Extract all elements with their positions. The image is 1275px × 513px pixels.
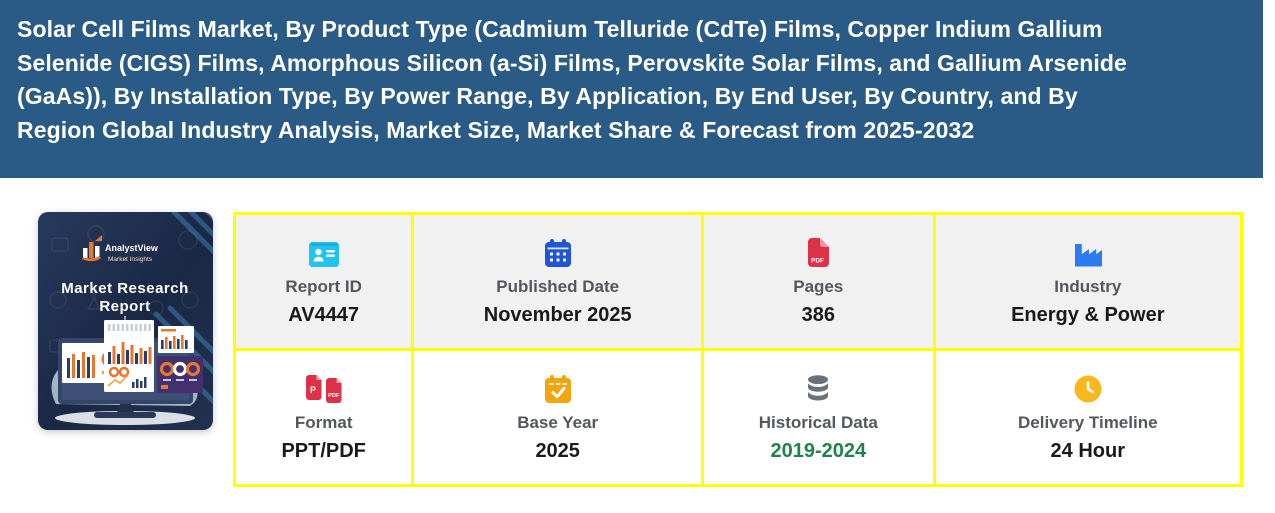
title-line-2: Selenide (CIGS) Films, Amorphous Silicon… xyxy=(17,49,1127,76)
report-info-grid: Report ID AV4447 Published Date November… xyxy=(233,212,1243,487)
center-chart-document xyxy=(104,320,154,392)
info-value: 24 Hour xyxy=(1050,439,1126,462)
title-line-1: Solar Cell Films Market, By Product Type… xyxy=(17,16,1103,42)
info-cell-industry: Industry Energy & Power xyxy=(935,215,1240,348)
title-line-3: (GaAs)), By Installation Type, By Power … xyxy=(17,83,1078,109)
info-value: 2025 xyxy=(535,439,580,462)
info-value: November 2025 xyxy=(483,303,632,326)
pdf-file-icon: PDF xyxy=(807,237,830,267)
calendar-check-icon xyxy=(544,373,571,403)
info-label: Industry xyxy=(1054,276,1122,296)
info-label: Published Date xyxy=(496,276,620,296)
info-label: Base Year xyxy=(517,412,599,432)
info-label: Report ID xyxy=(285,276,362,296)
cover-title-line1: Market Research xyxy=(61,280,189,297)
database-icon xyxy=(806,373,830,403)
cover-title-line2: Report xyxy=(99,298,150,315)
info-cell-format: P PDF Format PPT/PDF xyxy=(236,351,412,484)
cover-brand-tagline: Market Insights xyxy=(108,256,153,263)
report-cover-illustration: AnalystView Market Insights Market Resea… xyxy=(38,212,213,430)
info-value: 2019-2024 xyxy=(770,439,867,462)
svg-text:PDF: PDF xyxy=(811,257,824,264)
ppt-pdf-files-icon: P PDF xyxy=(305,373,342,403)
monitor-base xyxy=(94,412,156,418)
cover-brand-name: AnalystView xyxy=(105,243,159,253)
report-summary-section: AnalystView Market Insights Market Resea… xyxy=(38,212,1275,487)
info-cell-pages: PDF Pages 386 xyxy=(704,215,933,348)
right-top-chart-panel xyxy=(158,326,194,353)
title-line-4: Region Global Industry Analysis, Market … xyxy=(17,116,975,143)
right-bottom-chart-panel xyxy=(157,356,203,393)
info-label: Historical Data xyxy=(758,412,878,432)
info-cell-report-id: Report ID AV4447 xyxy=(236,215,412,348)
info-value: AV4447 xyxy=(288,303,360,326)
info-cell-published-date: Published Date November 2025 xyxy=(414,215,702,348)
clock-icon xyxy=(1074,373,1102,403)
id-card-icon xyxy=(308,237,339,267)
page-title: Solar Cell Films Market, By Product Type… xyxy=(17,13,1243,147)
info-label: Delivery Timeline xyxy=(1018,412,1158,432)
info-cell-base-year: Base Year 2025 xyxy=(414,351,702,484)
analystview-logo: AnalystView Market Insights xyxy=(82,235,159,263)
logo-arrow xyxy=(95,235,102,241)
chart-panels xyxy=(62,320,203,393)
ppt-file-icon: P xyxy=(305,374,322,400)
svg-text:P: P xyxy=(310,385,316,395)
info-cell-historical-data: Historical Data 2019-2024 xyxy=(704,351,933,484)
info-value: Energy & Power xyxy=(1011,303,1165,326)
info-value: 386 xyxy=(801,303,835,326)
report-cover-image: AnalystView Market Insights Market Resea… xyxy=(38,212,213,430)
info-label: Format xyxy=(294,412,353,432)
calendar-icon xyxy=(544,237,571,267)
info-cell-delivery-timeline: Delivery Timeline 24 Hour xyxy=(935,351,1240,484)
info-value: PPT/PDF xyxy=(281,439,366,462)
factory-icon xyxy=(1073,237,1103,267)
report-title-banner: Solar Cell Films Market, By Product Type… xyxy=(0,0,1263,178)
info-label: Pages xyxy=(793,276,844,296)
pdf-file-icon: PDF xyxy=(325,377,342,403)
svg-text:PDF: PDF xyxy=(328,393,340,399)
